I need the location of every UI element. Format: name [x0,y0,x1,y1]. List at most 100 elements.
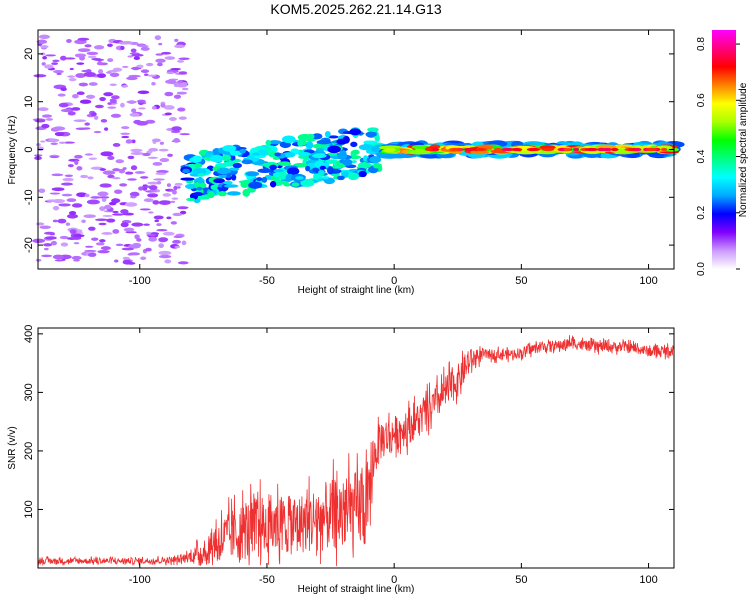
spectrogram-cell [277,161,292,166]
spectrogram-cell [36,222,45,226]
spectrogram-cell [216,167,231,175]
spectrogram-cell [138,45,149,48]
spectrogram-cell [174,38,179,42]
spectrogram-cell [107,43,113,48]
spectrogram-cell [146,231,152,235]
spectrogram-cell [140,176,149,179]
spectrogram-cell [291,182,300,187]
spectrogram-cell [107,155,115,161]
colorbar-label: Normalized spectral amplitude [738,82,749,217]
spectrogram-cell [147,156,159,159]
spectrogram-cell [97,60,103,66]
spectrogram-cell [115,159,125,164]
spectrogram-cell [197,173,206,177]
spectrogram-cell [158,254,172,259]
spectrogram-cell [131,108,137,113]
x-tick-label: 50 [515,275,527,287]
spectrogram-cell [76,166,83,171]
spectrogram-cell [68,211,77,215]
spectrogram-cell [110,113,122,118]
spectrogram-cell [209,154,224,163]
spectrogram-cell [106,71,112,74]
spectrogram-cell [229,154,236,161]
spectrogram-cell [125,139,133,144]
spectrogram-cell [60,87,67,91]
spectrogram-cell [196,186,203,191]
spectrogram-cell [156,229,168,232]
spectrogram-cell [74,154,83,159]
spectrogram-cell [163,105,175,110]
spectrogram-cell [122,256,130,260]
spectrogram-cell [563,147,571,152]
snr-y-label: SNR (v/v) [7,426,18,469]
spectrogram-cell [173,235,183,239]
spectrogram-cell [50,240,58,246]
spectrogram-cell [58,102,69,108]
spectrogram-cell [120,102,125,108]
spectrogram-cell [143,223,150,226]
spectrogram-cell [341,170,350,178]
spectrogram-cell [68,77,77,82]
spectrogram-cell [99,196,110,199]
snr-background [38,328,674,568]
spectrogram-cell [152,161,163,166]
spectrogram-cell [138,107,146,110]
spectrogram-cell [186,197,196,202]
spectrogram-cell [52,219,58,223]
spectrogram-cell [45,54,56,57]
spectrogram-cell [278,180,289,185]
spectrogram-cell [493,147,502,152]
spectrogram-cell [408,150,432,155]
spectrogram-cell [99,96,106,102]
spectrogram-cell [172,189,177,195]
spectrogram-cell [172,212,183,217]
spectrogram-cell [43,231,56,235]
spectrogram-cell [120,222,129,228]
spectrogram-cell [146,62,154,67]
spectrogram-cell [610,147,619,152]
spectrogram-cell [84,122,90,126]
spectrogram-cell [210,184,218,191]
spectrogram-cell [59,55,67,61]
y-tick-label: 20 [23,48,35,60]
spectrogram-cell [327,145,341,154]
spectrogram-cell [384,147,397,153]
spectrogram-cell [320,176,330,180]
spectrogram-cell [74,160,79,166]
spectrogram-cell [324,130,331,138]
spectrogram-cell [83,214,96,219]
spectrogram-cell [165,189,171,192]
colorbar-gradient [712,30,736,269]
spectrogram-cell [102,214,114,217]
spectrogram-cell [39,225,52,229]
spectrogram-cell [342,158,353,166]
spectrogram-cell [142,152,151,157]
y-tick-label: 400 [23,325,35,343]
spectrogram-cell [84,193,90,198]
spectrogram-cell [181,87,189,91]
spectrogram-cell [248,181,263,189]
y-tick-label: -10 [23,189,35,205]
colorbar-tick-label: 0.8 [696,37,707,51]
chart-title: KOM5.2025.262.21.14.G13 [270,1,441,17]
spectrogram-cell [80,174,89,179]
spectrogram-cell [645,147,658,152]
spectrogram-cell [52,126,66,131]
spectrogram-cell [125,171,134,175]
spectrogram-cell [168,117,177,122]
x-tick-label: -50 [259,574,275,586]
spectrogram-cell [90,196,102,199]
spectrogram-cell [74,53,87,58]
spectrogram-cell [312,153,327,159]
spectrogram-cell [129,112,140,117]
spectrogram-cell [312,167,320,172]
spectrogram-cell [177,107,186,112]
spectrogram-cell [170,130,181,133]
y-tick-label: -20 [23,237,35,253]
spectrogram-cell [170,67,182,71]
spectrogram-cell [52,59,60,63]
spectrogram-cell [139,208,151,211]
spectrogram-cell [142,186,148,191]
spectrogram-cell [151,82,156,86]
spectrogram-cell [273,169,284,173]
